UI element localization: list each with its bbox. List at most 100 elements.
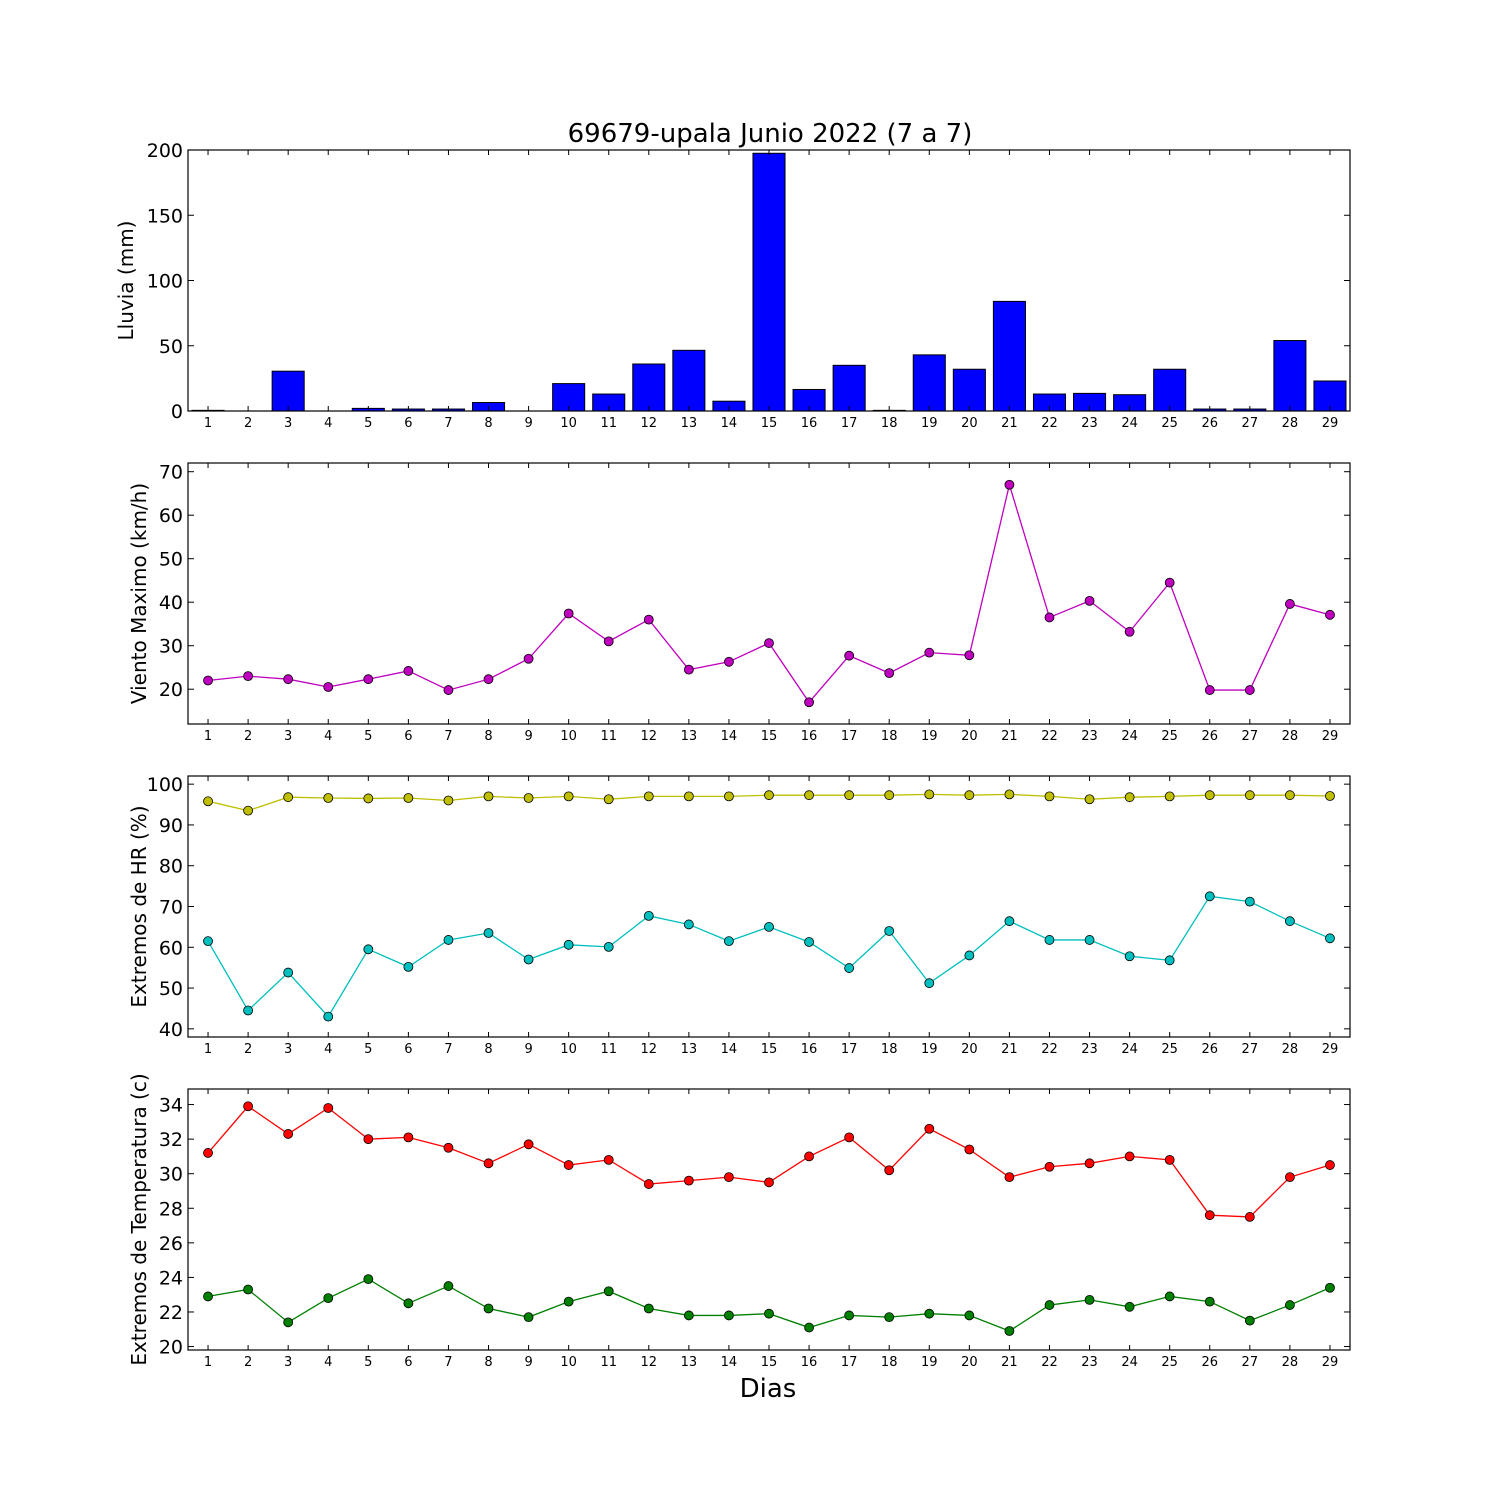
viento-series-0-point-day-8: [483, 674, 494, 685]
viento-ytick-label: 60: [159, 505, 183, 527]
temperatura-series-0-point-day-26: [1204, 1210, 1215, 1221]
viento-series-0-point-day-13: [683, 664, 694, 675]
temperatura-series-0-point-day-4: [323, 1103, 334, 1113]
hr-series-1-point-day-26: [1204, 891, 1215, 902]
temperatura-series-1-point-day-18: [884, 1312, 895, 1323]
hr-xtick-label: 16: [801, 1042, 818, 1057]
hr-ytick-label: 80: [159, 856, 183, 878]
hr-xtick-label: 14: [721, 1042, 738, 1057]
hr-series-0-point-day-26: [1204, 790, 1215, 801]
temperatura-xtick-label: 16: [801, 1355, 818, 1370]
viento-series-0-point-day-18: [884, 668, 895, 679]
temperatura-series-1-point-day-20: [964, 1310, 975, 1321]
temperatura-series-1-point-day-29: [1325, 1282, 1335, 1293]
viento-series-0-point-day-5: [363, 674, 374, 685]
hr-xtick-label: 17: [841, 1042, 858, 1057]
temperatura-series-0-point-day-15: [764, 1177, 774, 1188]
viento-xtick-label: 21: [1001, 729, 1018, 744]
temperatura-xtick-label: 4: [324, 1355, 332, 1370]
temperatura-series-1-point-day-4: [323, 1293, 334, 1304]
viento-xtick-label: 2: [244, 729, 252, 744]
temperatura-xtick-label: 15: [761, 1355, 778, 1370]
hr-y-axis-label: Extremos de HR (%): [127, 805, 151, 1007]
hr-series-0-point-day-7: [443, 795, 454, 806]
temperatura-series-1-point-day-9: [523, 1312, 534, 1323]
lluvia-xtick-label: 2: [244, 416, 252, 431]
temperatura-xtick-label: 21: [1001, 1355, 1018, 1370]
hr-series-0-point-day-20: [964, 790, 975, 801]
hr-series-0-point-day-11: [603, 794, 614, 805]
lluvia-xtick-label: 22: [1041, 416, 1058, 431]
temperatura-xtick-label: 5: [364, 1355, 372, 1370]
temperatura-series-0-point-day-19: [924, 1123, 935, 1134]
temperatura-series-1-point-day-25: [1164, 1291, 1175, 1302]
viento-xtick-label: 26: [1201, 729, 1218, 744]
temperatura-ytick-label: 26: [159, 1233, 183, 1255]
hr-xtick-label: 25: [1161, 1042, 1178, 1057]
viento-ytick-label: 30: [159, 636, 183, 658]
hr-series-1-point-day-23: [1084, 935, 1095, 945]
temperatura-series-1-point-day-16: [804, 1322, 814, 1333]
hr-series-1-point-day-16: [804, 937, 814, 947]
viento-series-0-point-day-27: [1244, 685, 1255, 695]
hr-ytick-label: 70: [159, 897, 183, 919]
hr-series-1-point-day-8: [483, 928, 494, 938]
temperatura-series-1-point-day-13: [683, 1310, 694, 1321]
lluvia-xtick-label: 5: [364, 416, 372, 431]
hr-xtick-label: 26: [1201, 1042, 1218, 1057]
hr-ytick-label: 90: [159, 815, 183, 837]
temperatura-series-0-point-day-13: [683, 1175, 694, 1186]
lluvia-xtick-label: 13: [681, 416, 698, 431]
hr-series-0-point-day-4: [323, 793, 334, 803]
viento-xtick-label: 14: [721, 729, 738, 744]
viento-series-0-point-day-29: [1325, 609, 1335, 620]
viento-xtick-label: 4: [324, 729, 332, 744]
hr-series-1-point-day-3: [283, 967, 294, 978]
hr-xtick-label: 4: [324, 1042, 332, 1057]
temperatura-series-1-point-day-21: [1004, 1326, 1015, 1336]
temperatura-series-0-point-day-8: [483, 1158, 494, 1169]
temperatura-xtick-label: 7: [444, 1355, 452, 1370]
lluvia-xtick-label: 3: [284, 416, 292, 431]
hr-xtick-label: 22: [1041, 1042, 1058, 1057]
temperatura-xtick-label: 11: [600, 1355, 617, 1370]
hr-series-0-point-day-8: [483, 791, 494, 802]
lluvia-xtick-label: 27: [1242, 416, 1259, 431]
temperatura-series-1-point-day-24: [1124, 1301, 1135, 1312]
temperatura-series-1-point-day-19: [924, 1308, 935, 1319]
lluvia-xtick-label: 8: [484, 416, 492, 431]
bar-day-12: [632, 363, 666, 412]
lluvia-xtick-label: 20: [961, 416, 978, 431]
viento-series-0-point-day-4: [323, 682, 334, 692]
hr-ytick-label: 100: [147, 774, 183, 796]
viento-xtick-label: 11: [600, 729, 617, 744]
lluvia-xtick-label: 9: [524, 416, 532, 431]
viento-xtick-label: 6: [404, 729, 412, 744]
hr-series-0-point-day-28: [1285, 790, 1295, 801]
viento-ytick-label: 20: [159, 679, 183, 701]
bar-day-21: [992, 300, 1026, 412]
viento-series-0-point-day-14: [724, 656, 734, 667]
viento-series-0-point-day-26: [1204, 685, 1215, 695]
viento-series-0-point-day-24: [1124, 626, 1135, 637]
viento-ytick-label: 70: [159, 462, 183, 484]
hr-xtick-label: 6: [404, 1042, 412, 1057]
lluvia-ytick-label: 0: [171, 401, 183, 423]
bar-day-15: [752, 152, 786, 412]
viento-series-0-point-day-2: [243, 671, 254, 682]
viento-series-0-point-day-3: [283, 674, 294, 685]
viento-series-0-point-day-16: [804, 697, 814, 708]
hr-series-0-point-day-15: [764, 790, 774, 801]
hr-xtick-label: 29: [1322, 1042, 1339, 1057]
hr-series-1-point-day-4: [323, 1011, 334, 1022]
lluvia-xtick-label: 15: [761, 416, 778, 431]
viento-series-0-point-day-20: [964, 650, 975, 661]
hr-series-1-point-day-29: [1325, 933, 1335, 944]
viento-xtick-label: 8: [484, 729, 492, 744]
temperatura-series-0-point-day-14: [724, 1172, 734, 1183]
hr-series-0-point-day-12: [643, 791, 654, 802]
lluvia-xtick-label: 26: [1201, 416, 1218, 431]
viento-ytick-label: 40: [159, 592, 183, 614]
